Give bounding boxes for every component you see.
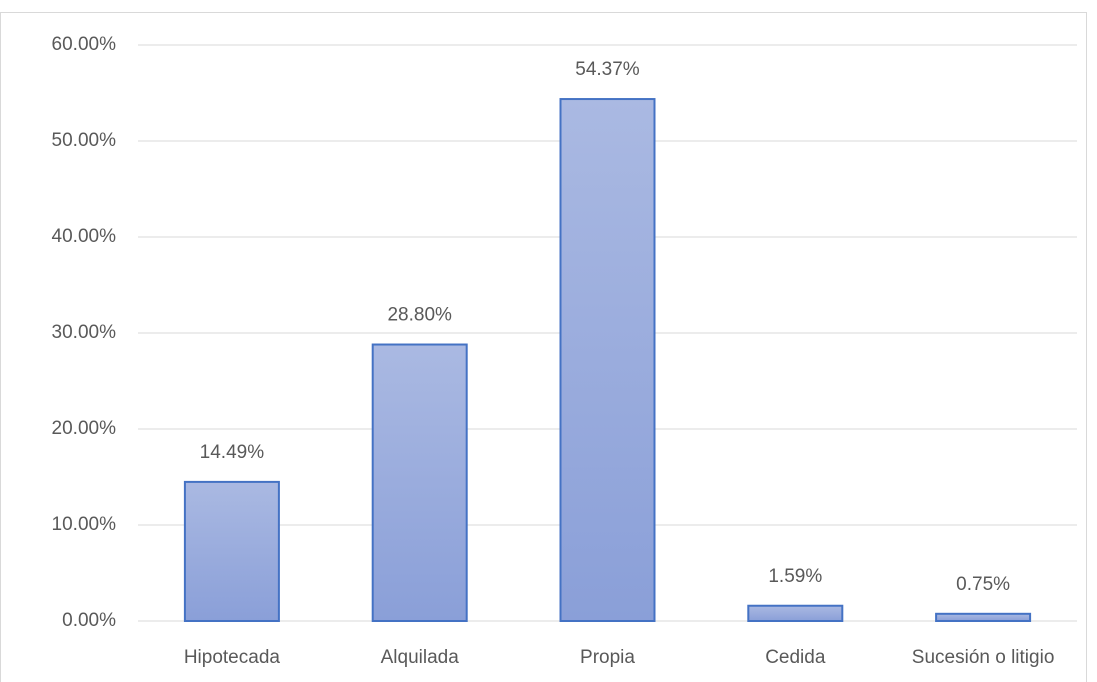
y-tick-label: 30.00%: [52, 322, 117, 343]
data-label: 54.37%: [575, 59, 640, 80]
y-tick-label: 20.00%: [52, 418, 117, 439]
y-tick-label: 60.00%: [52, 34, 117, 55]
bar: [935, 612, 1032, 622]
x-tick-label: Alquilada: [381, 647, 460, 668]
data-label: 0.75%: [956, 574, 1010, 595]
y-tick-label: 40.00%: [52, 226, 117, 247]
x-tick-label: Cedida: [765, 647, 826, 668]
bar: [183, 480, 280, 622]
data-label: 14.49%: [200, 442, 265, 463]
data-label: 1.59%: [768, 566, 822, 587]
bar: [559, 98, 656, 623]
y-tick-label: 10.00%: [52, 514, 117, 535]
x-tick-label: Sucesión o litigio: [912, 647, 1055, 668]
x-tick-label: Propia: [580, 647, 635, 668]
bar: [747, 604, 844, 623]
data-label: 28.80%: [387, 305, 452, 326]
y-tick-label: 0.00%: [62, 610, 116, 631]
bar: [371, 343, 468, 622]
x-tick-label: Hipotecada: [184, 647, 281, 668]
y-tick-label: 50.00%: [52, 130, 117, 151]
chart-border: [0, 12, 1087, 682]
